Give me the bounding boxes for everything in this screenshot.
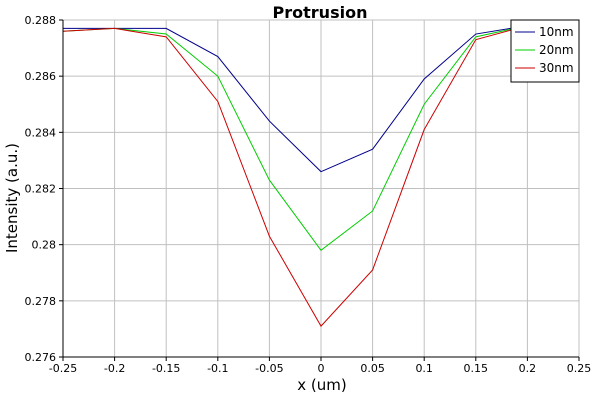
tick-labels: -0.25 -0.2 -0.15 -0.1 -0.05 0 0.05 0.1 0.15 0.2 0.… xyxy=(25,14,592,375)
series-lines xyxy=(62,25,528,327)
x-tick-label: -0.1 xyxy=(207,362,228,375)
x-tick-label: 0.15 xyxy=(464,362,489,375)
y-tick-label: 0.276 xyxy=(25,351,57,364)
y-tick-label: 0.288 xyxy=(25,14,57,27)
x-tick-label: -0.2 xyxy=(104,362,125,375)
legend-label: 20nm xyxy=(539,43,574,57)
y-tick-label: 0.278 xyxy=(25,295,57,308)
series-line-30nm xyxy=(62,25,528,327)
x-tick-label: 0.2 xyxy=(519,362,537,375)
x-tick-label: 0.25 xyxy=(567,362,592,375)
x-tick-label: 0 xyxy=(318,362,325,375)
x-axis-label: x (um) xyxy=(297,376,346,394)
x-tick-label: -0.25 xyxy=(49,362,77,375)
chart-title: Protrusion xyxy=(273,3,368,22)
y-tick-label: 0.28 xyxy=(32,239,57,252)
axes xyxy=(59,19,580,361)
legend-label: 10nm xyxy=(539,25,574,39)
y-tick-label: 0.286 xyxy=(25,70,57,83)
y-axis-label: Intensity (a.u.) xyxy=(3,143,21,253)
y-tick-label: 0.282 xyxy=(25,183,57,196)
x-tick-label: -0.15 xyxy=(152,362,180,375)
y-tick-label: 0.284 xyxy=(25,126,57,139)
series-line-20nm xyxy=(62,25,528,251)
series-line-10nm xyxy=(63,25,528,173)
x-tick-label: 0.05 xyxy=(360,362,385,375)
legend-label: 30nm xyxy=(539,61,574,75)
x-tick-label: 0.1 xyxy=(415,362,433,375)
legend-box xyxy=(510,19,580,83)
legend: 10nm 20nm 30nm xyxy=(510,19,580,83)
grid xyxy=(62,19,580,358)
x-tick-label: -0.05 xyxy=(255,362,283,375)
